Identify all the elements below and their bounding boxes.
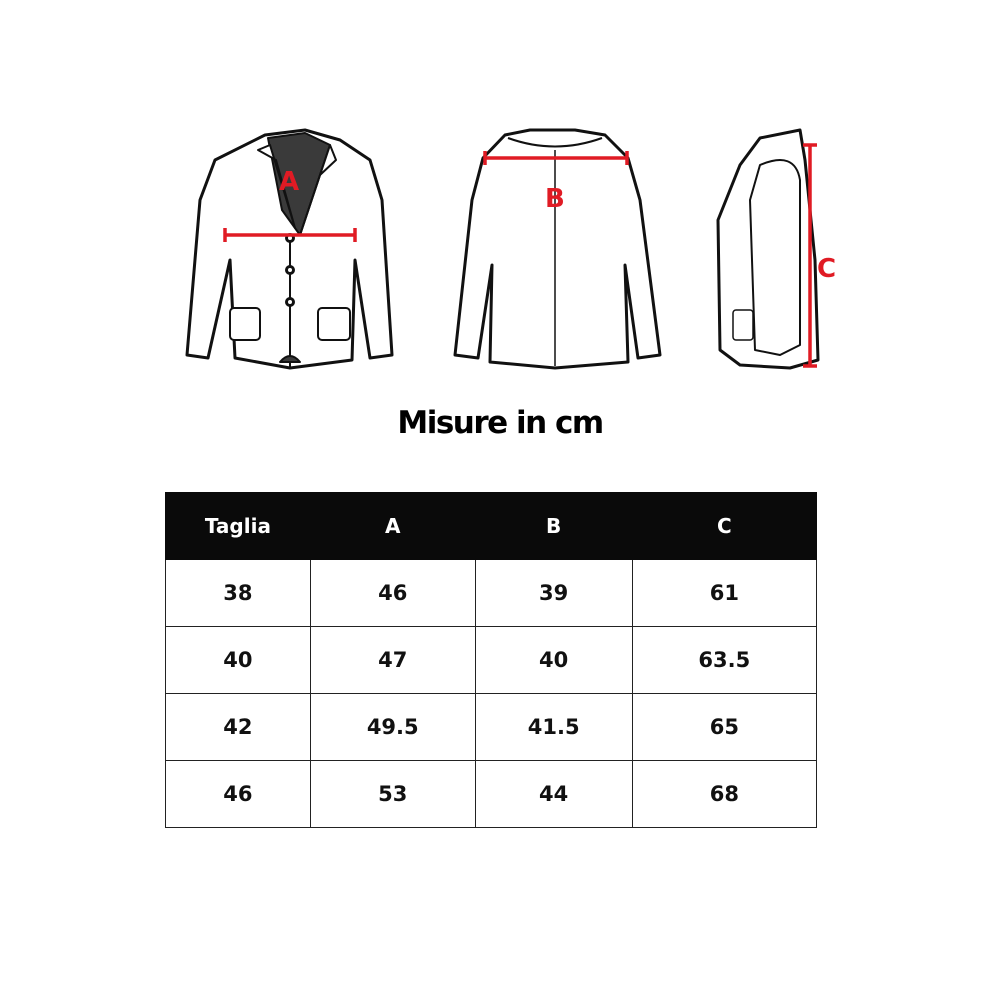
cell-c: 65 [631,693,818,761]
cell-c: 68 [631,760,818,828]
jacket-diagram: A B C [185,128,836,370]
header-taglia: Taglia [165,492,311,560]
cell-size: 40 [165,626,311,694]
cell-b: 39 [474,559,633,627]
table-row: 40 47 40 63.5 [165,626,818,694]
cell-b: 40 [474,626,633,694]
cell-size: 38 [165,559,311,627]
jacket-back-illustration [453,128,662,370]
header-b: B [474,492,633,560]
table-header-row: Taglia A B C [165,492,818,560]
measure-lines [223,143,817,368]
cell-size: 46 [165,760,311,828]
table-row: 38 46 39 61 [165,559,818,627]
jacket-front-illustration [185,128,394,370]
table-row: 46 53 44 68 [165,760,818,828]
page-title: Misure in cm [397,405,604,441]
cell-b: 44 [474,760,633,828]
size-table: Taglia A B C 38 46 39 61 40 47 40 63.5 4… [165,492,818,828]
cell-a: 53 [309,760,476,828]
table-row: 42 49.5 41.5 65 [165,693,818,761]
cell-a: 47 [309,626,476,694]
cell-c: 63.5 [631,626,818,694]
header-c: C [631,492,818,560]
cell-size: 42 [165,693,311,761]
cell-b: 41.5 [474,693,633,761]
label-c: C [817,254,836,284]
label-b: B [545,184,565,214]
jacket-side-illustration [716,128,820,370]
cell-a: 46 [309,559,476,627]
cell-a: 49.5 [309,693,476,761]
cell-c: 61 [631,559,818,627]
header-a: A [309,492,476,560]
label-a: A [279,167,299,197]
